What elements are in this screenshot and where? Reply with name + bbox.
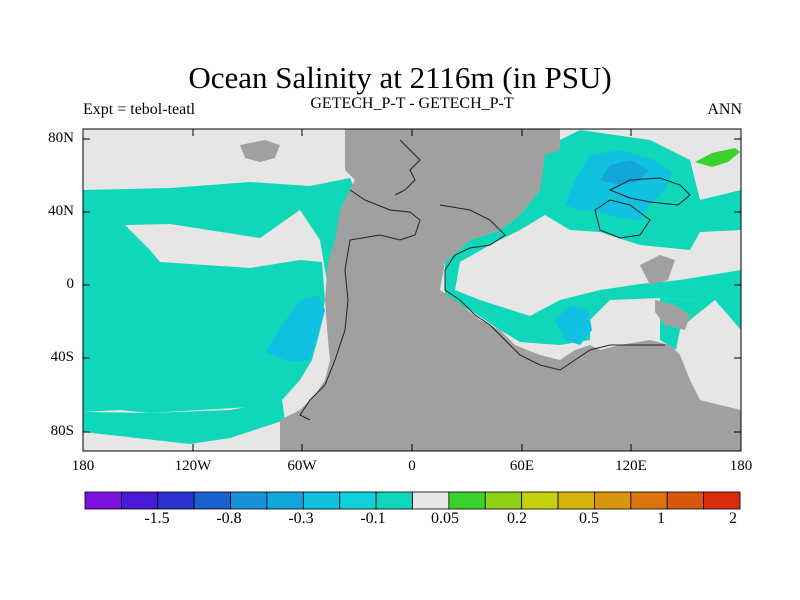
colorbar-box	[193, 491, 231, 510]
colorbar-label: -0.3	[288, 510, 314, 527]
coastline-northeast-island	[608, 177, 691, 206]
colorbar-box	[557, 491, 595, 510]
colorbar-box	[703, 491, 741, 510]
landmass	[280, 129, 741, 451]
lon-label-120e: 120E	[615, 458, 647, 474]
ocean-anomaly-strong-tethys	[565, 150, 672, 220]
coastline-north	[394, 139, 421, 196]
colorbar-label: -1.5	[144, 510, 170, 527]
colorbar-label: -0.8	[216, 510, 242, 527]
colorbar-box	[630, 491, 668, 510]
colorbar-box	[230, 491, 268, 510]
landmass-arctic-island	[240, 140, 280, 162]
landmass-east-island	[640, 255, 675, 285]
landmass-southeast	[655, 300, 690, 330]
lon-label-180w: 180	[71, 458, 95, 474]
lat-label-80n: 80N	[48, 130, 74, 146]
colorbar-box	[302, 491, 341, 510]
experiment-label: Expt = tebol-teatl	[83, 101, 196, 118]
colorbar-box	[84, 491, 122, 510]
colorbar-box	[157, 491, 195, 510]
colorbar-box	[484, 491, 523, 510]
ocean-anomaly-strong-pacific	[265, 295, 325, 362]
coastline-east	[439, 204, 665, 371]
colorbar-box	[412, 491, 450, 510]
ocean-anomaly-positive	[695, 148, 740, 167]
ocean-anomaly-strong-indian	[555, 305, 592, 345]
lon-label-60e: 60E	[509, 458, 535, 474]
lat-ticks	[83, 138, 741, 433]
colorbar-box	[521, 491, 559, 510]
lon-ticks	[192, 129, 632, 451]
colorbar-box	[339, 491, 377, 510]
colorbar-label: 0.05	[431, 510, 459, 527]
coastline-tethys-island	[594, 199, 651, 239]
colorbar-box	[120, 491, 159, 510]
season-label: ANN	[707, 101, 742, 118]
model-comparison-label: GETECH_P-T - GETECH_P-T	[310, 95, 514, 112]
colorbar	[84, 491, 741, 510]
coastline-west	[299, 189, 421, 421]
lon-label-120w: 120W	[174, 458, 212, 474]
lon-label-0: 0	[408, 458, 416, 474]
colorbar-label: 0.2	[507, 510, 527, 527]
colorbar-label: 0.5	[579, 510, 599, 527]
lat-label-40n: 40N	[48, 203, 74, 219]
colorbar-box	[448, 491, 486, 510]
ocean-anomaly-southern	[83, 400, 285, 444]
lon-label-180e: 180	[729, 458, 753, 474]
colorbar-box	[666, 491, 705, 510]
colorbar-label: 2	[729, 510, 737, 527]
lat-label-80s: 80S	[50, 423, 74, 439]
ocean-anomaly-strongest	[600, 160, 648, 185]
ocean-anomaly-south-pacific	[83, 260, 325, 413]
colorbar-label: -0.1	[360, 510, 386, 527]
colorbar-box	[594, 491, 632, 510]
lat-label-40s: 40S	[50, 349, 74, 365]
colorbar-label: 1	[657, 510, 665, 527]
ocean-anomaly-region	[83, 178, 360, 300]
colorbar-box	[266, 491, 304, 510]
map-title: Ocean Salinity at 2116m (in PSU)	[188, 60, 612, 95]
lat-label-0: 0	[66, 276, 75, 292]
colorbar-box	[375, 491, 413, 510]
lon-label-60w: 60W	[287, 458, 317, 474]
